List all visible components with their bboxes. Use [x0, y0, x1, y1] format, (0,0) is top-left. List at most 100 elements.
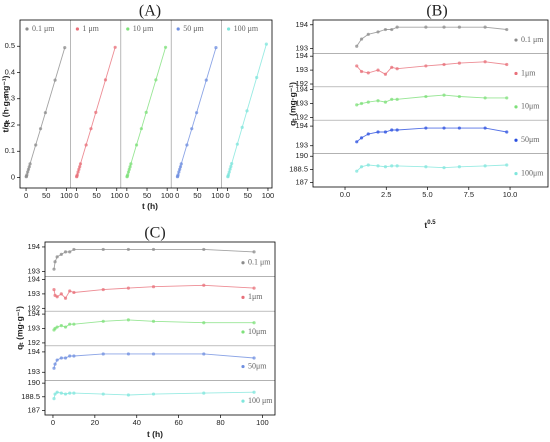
data-point — [202, 247, 206, 252]
data-point — [442, 126, 446, 130]
plot-frame — [312, 19, 549, 188]
legend-marker — [227, 27, 231, 31]
data-point — [424, 126, 428, 130]
fit-line — [356, 26, 507, 47]
data-point — [103, 78, 108, 82]
data-point — [144, 110, 148, 114]
legend-marker — [126, 27, 130, 31]
data-point — [72, 290, 76, 295]
x-tick-label: 100 — [211, 191, 224, 200]
data-point — [383, 27, 388, 32]
x-tick-label: 60 — [174, 418, 182, 427]
x-tick-label: 100 — [256, 418, 269, 427]
data-point — [424, 165, 428, 169]
data-point — [204, 78, 208, 82]
data-point — [376, 99, 380, 103]
x-tick-label: 100 — [262, 191, 275, 200]
y-tick-label: 194 — [295, 85, 308, 94]
data-point — [63, 356, 68, 360]
y-tick-label: 193 — [27, 323, 40, 332]
data-point — [190, 127, 194, 131]
data-point — [154, 78, 158, 82]
legend-label: 1μm — [521, 68, 536, 77]
data-point — [68, 354, 72, 358]
x-tick-label: 5.0 — [422, 190, 432, 199]
data-point — [366, 163, 370, 167]
data-point — [151, 247, 156, 252]
y-tick-label: 194 — [27, 309, 40, 318]
legend-label: 0.1 μm — [248, 258, 271, 267]
y-tick-label: 188.5 — [289, 164, 308, 173]
data-point — [53, 260, 57, 264]
y-tick-label: 194 — [295, 51, 308, 60]
data-point — [255, 75, 259, 80]
data-point — [25, 173, 29, 177]
data-point — [240, 125, 244, 129]
data-point — [252, 250, 256, 254]
data-point — [38, 127, 43, 131]
data-point — [126, 318, 130, 322]
data-point — [483, 25, 487, 29]
legend-marker — [241, 330, 245, 334]
y-tick-label: 194 — [295, 20, 308, 29]
data-point — [101, 247, 105, 252]
data-point — [383, 165, 388, 169]
data-point — [376, 68, 380, 72]
x-tick-label: 40 — [133, 418, 141, 427]
data-point — [59, 252, 63, 256]
x-tick-label: 0.0 — [340, 190, 350, 199]
data-point — [55, 358, 59, 362]
data-point — [178, 165, 183, 169]
data-point — [230, 161, 234, 166]
data-point — [151, 392, 156, 396]
data-point — [52, 267, 56, 271]
data-point — [359, 69, 364, 74]
data-point — [68, 289, 72, 293]
fit-line — [356, 127, 507, 143]
data-point — [63, 296, 68, 300]
data-point — [78, 162, 83, 166]
data-point — [483, 96, 487, 100]
data-point — [442, 166, 446, 170]
data-point — [177, 170, 181, 174]
data-point — [355, 140, 359, 144]
x-tick-label: 20 — [91, 418, 99, 427]
x-tick-label: 50 — [244, 191, 252, 200]
data-point — [483, 126, 487, 130]
y-tick-label: 193 — [27, 367, 40, 376]
data-point — [163, 45, 168, 49]
data-point — [457, 94, 461, 99]
legend-marker — [25, 27, 29, 31]
data-point — [226, 173, 231, 177]
data-point — [59, 391, 63, 395]
panel-title: (C) — [144, 225, 165, 242]
data-point — [235, 142, 239, 146]
data-point — [376, 30, 380, 34]
data-point — [68, 322, 72, 326]
x-axis-label: t0.5 — [424, 220, 436, 231]
legend-marker — [514, 38, 518, 42]
legend-marker — [241, 261, 245, 265]
data-point — [139, 127, 143, 131]
data-point — [390, 65, 394, 69]
data-point — [72, 247, 76, 252]
data-point — [55, 325, 59, 329]
data-point — [78, 165, 82, 169]
legend-label: 100 μm — [248, 396, 273, 405]
x-tick-label: 0 — [51, 418, 55, 427]
data-point — [245, 109, 249, 113]
data-point — [457, 126, 461, 130]
data-point — [359, 101, 364, 106]
y-tick-label: 0 — [11, 172, 15, 181]
y-tick-label: 193 — [295, 141, 308, 150]
y-tick-label: 194 — [27, 242, 40, 251]
x-tick-label: 100 — [111, 191, 124, 200]
x-tick-label: 0 — [175, 191, 179, 200]
y-tick-label: 193 — [295, 44, 308, 53]
x-tick-label: 0 — [125, 191, 129, 200]
y-tick-label: 0.4 — [5, 67, 15, 76]
data-point — [94, 110, 98, 114]
data-point — [252, 321, 256, 325]
data-point — [359, 165, 364, 169]
